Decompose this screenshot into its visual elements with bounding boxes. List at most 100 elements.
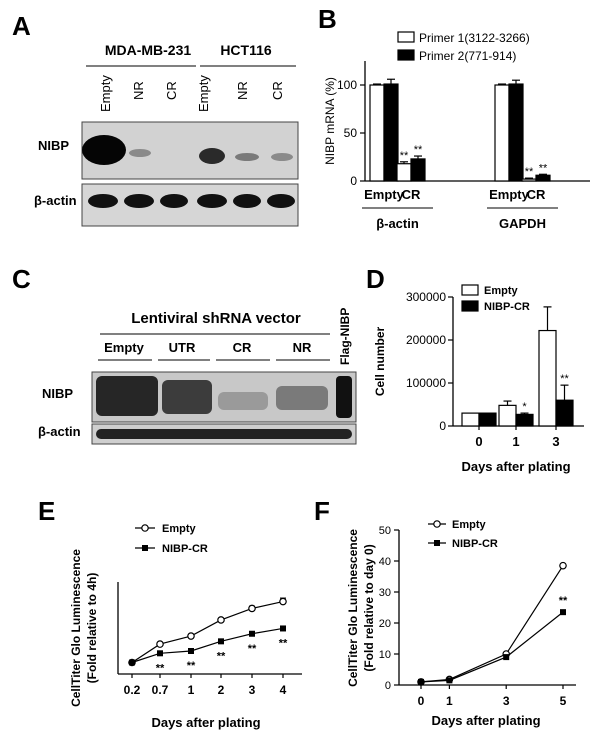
y-tick-label: 30 [379,587,391,599]
data-point [188,648,194,654]
legend-label: NIBP-CR [162,543,208,555]
significance-label: ** [217,650,226,662]
blot-band [276,386,328,410]
legend-label: Primer 1(3122-3266) [419,31,530,45]
bar [538,329,557,427]
y-axis-title: NIBP mRNA (%) [323,77,337,165]
blot-row-label: NIBP [42,386,73,401]
bar [478,412,497,427]
group-label: GAPDH [499,216,546,231]
legend-label: Empty [162,523,197,535]
x-tick-label: 5 [560,694,567,708]
significance-label: ** [248,643,257,655]
legend-label: NIBP-CR [484,301,530,313]
blot-band [129,149,151,157]
lane-label: NR [131,81,146,100]
category-label: CR [527,187,546,202]
x-tick-label: 2 [218,683,225,697]
y-tick-label: 100000 [406,376,446,390]
panel-e-chart: 0.2 0.7 1 2 3 4 ** ** ** ** ** CellTiter Glo Lumine… [69,523,302,730]
x-axis-title: Days after plating [431,713,540,728]
group-label: CR [233,340,252,355]
series-line [131,600,284,664]
category-label: Empty [489,187,530,202]
blot-band [218,392,268,410]
lane-label: NR [235,81,250,100]
panel-e-letter: E [38,496,55,526]
blot-band [96,376,158,416]
blot-header: Lentiviral shRNA vector [131,310,301,327]
group-label: β-actin [376,216,419,231]
blot-band [96,429,352,439]
bar [494,84,510,182]
cell-line-label: HCT116 [220,42,272,58]
y-axis-title: CellTiter Glo Luminescence [346,529,360,687]
x-tick-label: 0 [418,694,425,708]
data-point [418,678,424,685]
x-tick-label: 0 [475,434,482,449]
lane-label: Empty [98,75,113,112]
category-label: CR [402,187,421,202]
x-tick-label: 0.2 [124,683,141,697]
significance-label: * [522,401,527,413]
bar [498,404,517,427]
legend-label: Empty [452,519,487,531]
bar [369,84,385,182]
blot-band [336,376,352,418]
data-point [157,650,163,657]
data-point [217,616,225,624]
group-label: Empty [104,340,145,355]
data-point [156,640,164,648]
y-axis-title-line2: (Fold relative to day 0) [362,544,376,671]
series-line [131,627,284,664]
blot-band [82,135,126,165]
significance-label: ** [559,595,568,607]
y-tick-label: 50 [379,525,391,537]
blot-band [160,194,188,208]
significance-label: ** [539,162,548,174]
data-point [446,677,453,684]
blot-row-label: NIBP [38,138,69,153]
data-point [560,609,566,616]
data-point [187,632,195,640]
bar [535,174,551,182]
legend-swatch [397,31,415,43]
x-tick-label: 1 [188,683,195,697]
blot-band [124,194,154,208]
bar [555,399,574,427]
y-axis-title: CellTiter Glo Luminescence [69,549,83,707]
cell-line-label: MDA-MB-231 [105,42,192,58]
blot-band [88,194,118,208]
significance-label: ** [279,637,288,649]
bar [383,83,399,182]
actin-blot [81,183,299,227]
significance-label: ** [560,373,569,385]
legend-marker [434,540,440,546]
blot-band [267,194,295,208]
bar [521,178,537,182]
blot-band [162,380,212,414]
panel-f-letter: F [314,496,330,526]
bar [508,83,524,182]
data-point [249,630,255,637]
significance-label: ** [525,166,534,178]
panel-a-letter: A [12,11,31,41]
y-tick-label: 100 [337,78,357,92]
x-tick-label: 3 [249,683,256,697]
legend-marker [141,524,149,532]
y-tick-label: 40 [379,556,391,568]
data-point [248,604,256,613]
panel-d-letter: D [366,264,385,294]
legend-marker [433,520,441,528]
significance-label: ** [400,150,409,162]
series-line [420,565,564,683]
data-point [559,561,567,570]
x-tick-label: 0.7 [152,683,169,697]
significance-label: ** [414,144,423,156]
legend-label: NIBP-CR [452,538,498,550]
legend-marker [142,545,148,551]
panel-f-chart: 0 10 20 30 40 50 0 1 3 5 ** CellTiter Glo Luminesce… [346,519,576,728]
legend-swatch [397,49,415,61]
x-tick-label: 4 [280,683,287,697]
